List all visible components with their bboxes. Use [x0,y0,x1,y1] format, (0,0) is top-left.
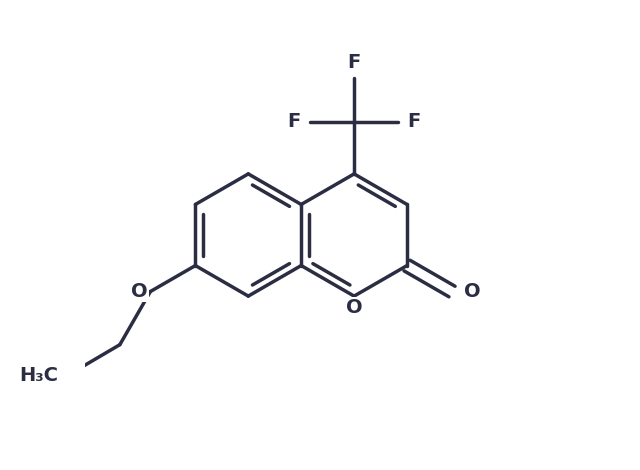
Text: F: F [408,112,420,132]
Text: O: O [131,282,148,301]
Text: O: O [346,298,362,317]
Text: H₃C: H₃C [19,366,58,385]
Text: F: F [287,112,301,132]
Text: O: O [464,282,481,301]
Text: F: F [348,53,361,72]
